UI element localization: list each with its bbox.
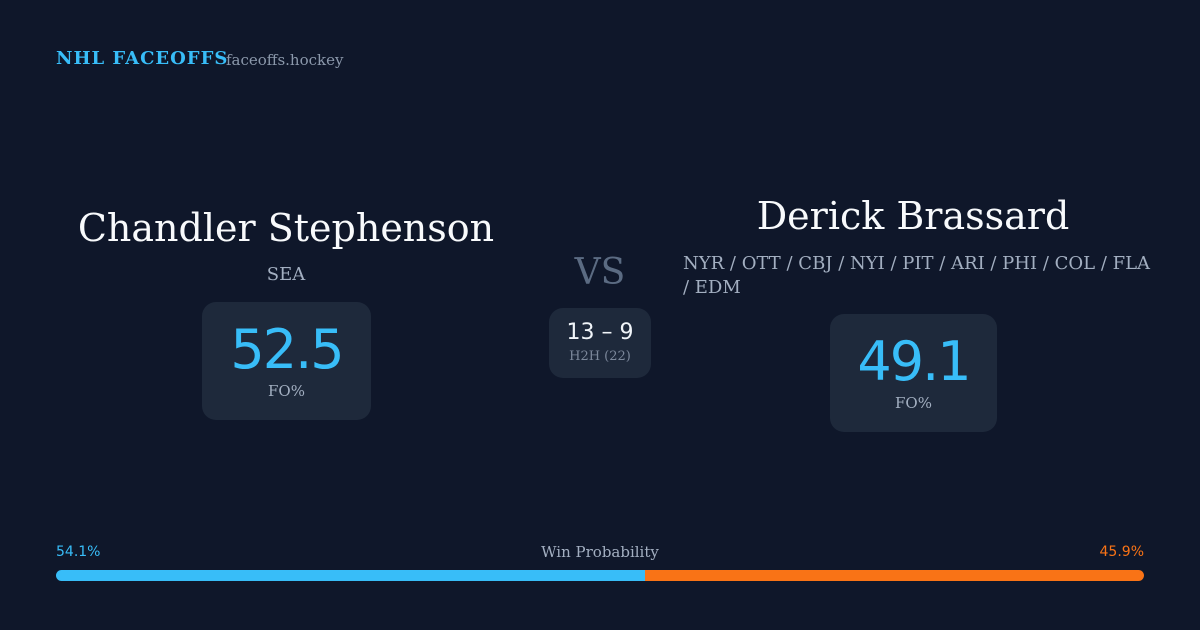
win-prob-segment: [56, 570, 645, 581]
player-name: Derick Brassard: [756, 194, 1070, 238]
h2h-card: 13 – 9 H2H (22): [549, 308, 651, 378]
player-teams: NYR / OTT / CBJ / NYI / PIT / ARI / PHI …: [683, 253, 1151, 298]
win-prob-left: 54.1%: [56, 544, 101, 560]
fo-label: FO%: [268, 382, 305, 400]
h2h-score: 13 – 9: [566, 320, 634, 345]
brand: NHL FACEOFFS: [56, 48, 229, 69]
fo-value: 52.5: [230, 318, 344, 381]
win-prob-right: 45.9%: [1099, 544, 1144, 560]
fo-label: FO%: [895, 394, 932, 412]
site: faceoffs.hockey: [226, 51, 344, 69]
player-name: Chandler Stephenson: [77, 206, 495, 250]
h2h-label: H2H (22): [569, 349, 631, 364]
fo-card: 52.5 FO%: [202, 302, 371, 420]
fo-value: 49.1: [857, 330, 971, 393]
win-prob-bar: [56, 570, 1144, 581]
fo-card: 49.1 FO%: [830, 314, 997, 432]
win-prob-title: Win Probability: [541, 543, 659, 561]
win-prob-segment: [644, 570, 1144, 581]
player-teams: SEA: [266, 264, 306, 285]
versus: VS: [574, 252, 626, 293]
